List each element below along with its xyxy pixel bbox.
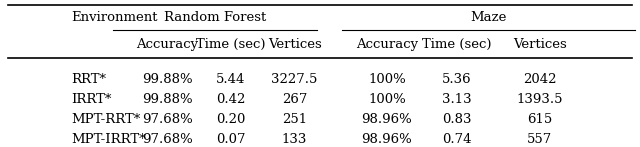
Text: 100%: 100%	[368, 93, 406, 106]
Text: 0.07: 0.07	[216, 133, 246, 146]
Text: Accuracy: Accuracy	[136, 38, 198, 51]
Text: 0.20: 0.20	[216, 113, 246, 126]
Text: Vertices: Vertices	[268, 38, 321, 51]
Text: 97.68%: 97.68%	[141, 113, 193, 126]
Text: Maze: Maze	[470, 11, 507, 24]
Text: 98.96%: 98.96%	[362, 113, 412, 126]
Text: MPT-RRT*: MPT-RRT*	[72, 113, 141, 126]
Text: 99.88%: 99.88%	[141, 73, 193, 86]
Text: 3227.5: 3227.5	[271, 73, 317, 86]
Text: RRT*: RRT*	[72, 73, 106, 86]
Text: 100%: 100%	[368, 73, 406, 86]
Text: Time (sec): Time (sec)	[196, 38, 266, 51]
Text: Time (sec): Time (sec)	[422, 38, 492, 51]
Text: 98.96%: 98.96%	[362, 133, 412, 146]
Text: 0.74: 0.74	[442, 133, 472, 146]
Text: IRRT*: IRRT*	[72, 93, 112, 106]
Text: Vertices: Vertices	[513, 38, 566, 51]
Text: 5.36: 5.36	[442, 73, 472, 86]
Text: 2042: 2042	[523, 73, 557, 86]
Text: 267: 267	[282, 93, 307, 106]
Text: 99.88%: 99.88%	[141, 93, 193, 106]
Text: 0.83: 0.83	[442, 113, 472, 126]
Text: 0.42: 0.42	[216, 93, 246, 106]
Text: 97.68%: 97.68%	[141, 133, 193, 146]
Text: 1393.5: 1393.5	[516, 93, 563, 106]
Text: Accuracy: Accuracy	[356, 38, 418, 51]
Text: Environment: Environment	[72, 11, 158, 24]
Text: 3.13: 3.13	[442, 93, 472, 106]
Text: 251: 251	[282, 113, 307, 126]
Text: 133: 133	[282, 133, 307, 146]
Text: Random Forest: Random Forest	[164, 11, 266, 24]
Text: 5.44: 5.44	[216, 73, 246, 86]
Text: MPT-IRRT*: MPT-IRRT*	[72, 133, 146, 146]
Text: 557: 557	[527, 133, 552, 146]
Text: 615: 615	[527, 113, 552, 126]
